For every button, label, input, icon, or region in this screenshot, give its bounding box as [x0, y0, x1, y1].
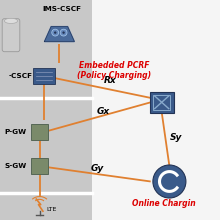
Text: P-GW: P-GW	[4, 129, 27, 135]
Text: Rx: Rx	[104, 76, 116, 85]
Text: Gx: Gx	[97, 107, 110, 116]
Text: IMS-CSCF: IMS-CSCF	[42, 6, 81, 12]
Circle shape	[60, 29, 67, 36]
Text: (Policy Charging): (Policy Charging)	[77, 71, 151, 80]
Text: Sy: Sy	[170, 133, 182, 142]
Circle shape	[52, 29, 59, 36]
Text: Online Chargin: Online Chargin	[132, 199, 196, 208]
Circle shape	[153, 165, 186, 198]
Text: LTE: LTE	[46, 207, 57, 211]
Text: S-GW: S-GW	[4, 163, 27, 169]
Circle shape	[62, 31, 65, 34]
Circle shape	[54, 31, 56, 34]
Ellipse shape	[4, 18, 18, 24]
FancyBboxPatch shape	[0, 0, 92, 220]
Text: Gy: Gy	[90, 164, 103, 173]
Text: Embedded PCRF: Embedded PCRF	[79, 61, 150, 70]
FancyBboxPatch shape	[31, 158, 48, 174]
Polygon shape	[44, 27, 74, 42]
FancyBboxPatch shape	[33, 68, 55, 84]
Text: -CSCF: -CSCF	[9, 73, 33, 79]
FancyBboxPatch shape	[31, 124, 48, 140]
FancyBboxPatch shape	[2, 19, 20, 52]
FancyBboxPatch shape	[150, 92, 174, 113]
